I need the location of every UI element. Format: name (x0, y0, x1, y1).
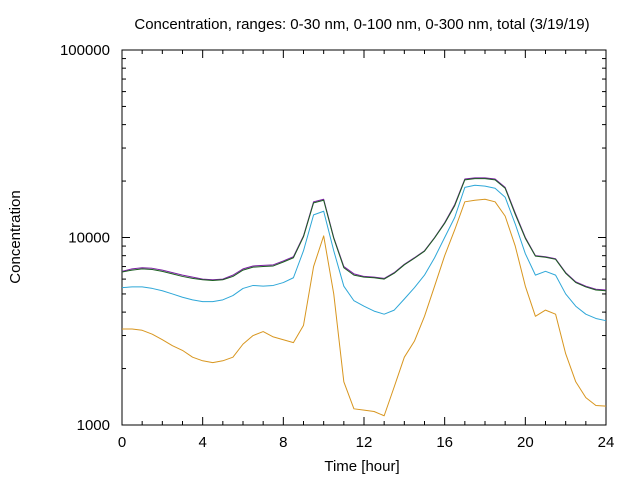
x-tick-label: 4 (198, 434, 206, 451)
series-line-1 (121, 177, 607, 291)
x-tick-label: 8 (279, 434, 287, 451)
chart-title: Concentration, ranges: 0-30 nm, 0-100 nm… (134, 16, 589, 33)
x-tick-label: 20 (517, 434, 534, 451)
y-tick-label: 1000 (77, 417, 110, 434)
x-axis-label: Time [hour] (324, 458, 399, 475)
x-tick-label: 12 (356, 434, 373, 451)
series-line-2 (121, 178, 607, 292)
tick-labels: 0 4 8 12 16 20 24 1000 10000 100000 (60, 42, 614, 451)
y-tick-label: 100000 (60, 42, 110, 59)
series-lines (121, 177, 607, 417)
plot-frame (121, 49, 607, 426)
y-tick-label: 10000 (68, 230, 110, 247)
x-tick-label: 0 (118, 434, 126, 451)
axis-ticks (121, 50, 607, 426)
series-line-4 (122, 198, 607, 417)
series-line-3 (121, 184, 607, 322)
x-tick-label: 16 (436, 434, 453, 451)
x-tick-label: 24 (598, 434, 615, 451)
y-axis-label: Concentration (7, 190, 24, 283)
